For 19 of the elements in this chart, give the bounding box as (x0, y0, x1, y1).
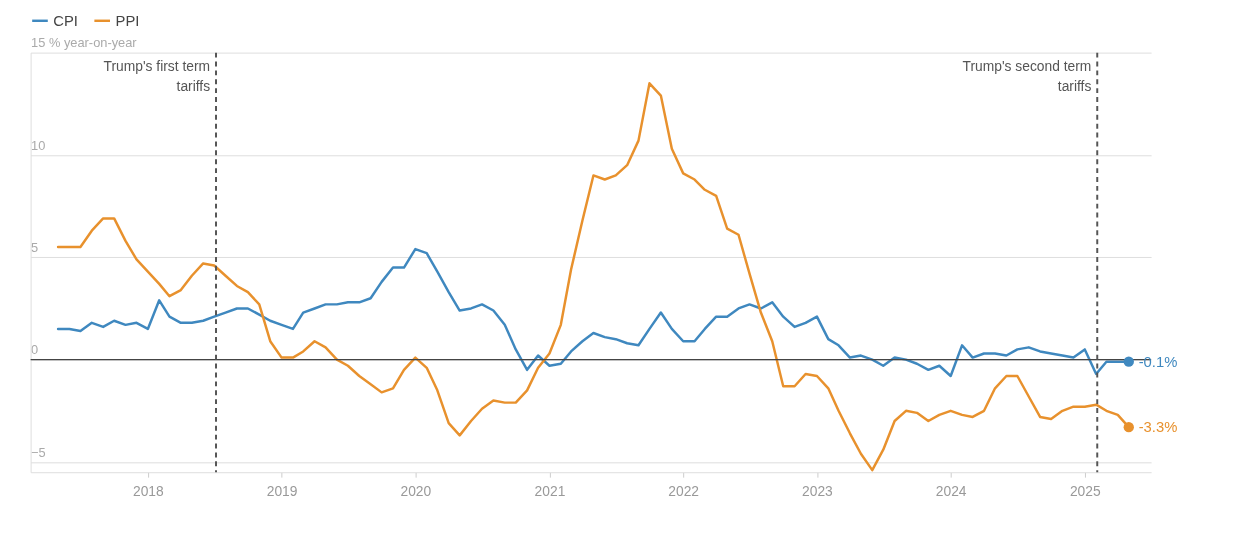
x-tick-label: 2023 (802, 483, 834, 500)
y-tick-label: 15 % year-on-year (31, 35, 138, 51)
x-tick-label: 2021 (534, 483, 566, 500)
y-tick-label: 10 (31, 137, 46, 153)
ref-line-label: Trump's first term tariffs (103, 58, 211, 95)
x-tick-label: 2025 (1069, 483, 1101, 500)
x-tick-label: 2018 (132, 483, 165, 500)
y-tick-label: 0 (31, 342, 39, 358)
y-tick-label: −5 (31, 444, 46, 460)
x-tick-label: 2024 (935, 483, 967, 500)
y-tick-label: 5 (31, 239, 39, 255)
legend-label: PPI (115, 12, 140, 29)
ref-line-label: Trump's second term tariffs (962, 58, 1092, 95)
x-tick-label: 2019 (266, 483, 298, 500)
x-tick-label: 2022 (668, 483, 700, 500)
x-tick-label: 2020 (400, 483, 432, 500)
annotation: -3.3% (1138, 419, 1178, 436)
annotation: -0.1% (1138, 353, 1178, 370)
legend-label: CPI (53, 12, 78, 29)
